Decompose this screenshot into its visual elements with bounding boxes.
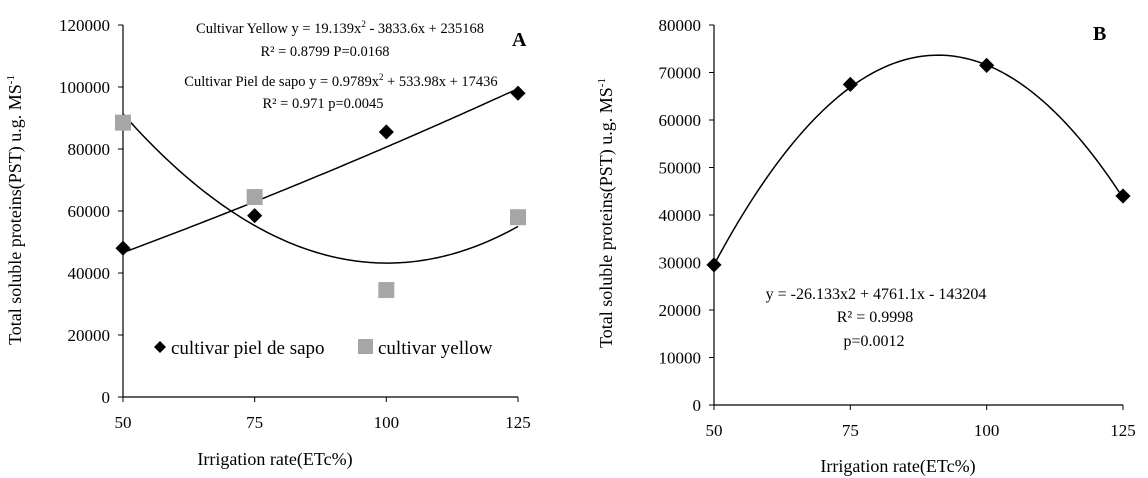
panel-a-x-axis-label: Irrigation rate(ETc%) <box>197 449 352 470</box>
y-tick-label: 60000 <box>659 111 702 130</box>
panel-a-piel-stats: R² = 0.971 p=0.0045 <box>263 96 384 112</box>
y-tick-label: 20000 <box>68 326 111 345</box>
panel-a: 0 20000 40000 60000 80000 100000 120000 50 75 10… <box>5 16 531 470</box>
panel-a-legend: cultivar piel de sapo cultivar yellow <box>154 338 493 359</box>
panel-b-equation: y = -26.133x2 + 4761.1x - 143204 <box>766 286 987 303</box>
x-tick-label: 75 <box>842 421 859 440</box>
y-tick-label: 10000 <box>659 349 702 368</box>
x-tick-label: 125 <box>505 413 531 432</box>
trendline-series-0 <box>713 54 1124 266</box>
y-tick-label: 80000 <box>68 140 111 159</box>
data-point-square <box>378 282 395 299</box>
data-point-square <box>115 114 131 131</box>
data-point-square <box>246 189 263 206</box>
data-point-diamond <box>378 124 394 140</box>
data-point-diamond <box>706 257 722 273</box>
trendline-series-1 <box>122 113 519 264</box>
y-tick-label: 100000 <box>59 78 110 97</box>
panel-b-p-value: p=0.0012 <box>843 333 904 350</box>
y-tick-label: 0 <box>102 388 111 407</box>
legend-label-yellow: cultivar yellow <box>378 338 493 359</box>
data-point-diamond <box>1115 188 1131 204</box>
data-point-diamond <box>842 76 858 92</box>
x-tick-label: 50 <box>115 413 132 432</box>
y-tick-label: 0 <box>693 396 702 415</box>
data-point-diamond <box>510 85 526 101</box>
data-point-diamond <box>115 240 131 256</box>
x-tick-label: 50 <box>706 421 723 440</box>
y-tick-label: 40000 <box>659 206 702 225</box>
panel-b-x-axis-label: Irrigation rate(ETc%) <box>820 456 975 477</box>
data-point-square <box>510 209 526 226</box>
data-point-diamond <box>247 208 263 224</box>
panel-b-y-axis-label: Total soluble proteins(PST) u.g. MS-1 <box>596 78 617 348</box>
panel-a-yellow-equation: Cultivar Yellow y = 19.139x2 - 3833.6x +… <box>196 19 484 37</box>
y-tick-label: 30000 <box>659 254 702 273</box>
panel-b: 0 10000 20000 30000 40000 50000 60000 70000 8000… <box>596 16 1136 477</box>
legend-diamond-marker <box>154 341 166 353</box>
y-tick-label: 40000 <box>68 264 111 283</box>
panel-a-letter: A <box>512 29 527 51</box>
data-point-diamond <box>979 57 995 73</box>
trendline-series-0 <box>122 87 519 254</box>
panel-b-letter: B <box>1093 23 1106 45</box>
legend-label-piel-de-sapo: cultivar piel de sapo <box>171 338 325 359</box>
x-tick-label: 100 <box>374 413 400 432</box>
x-tick-label: 75 <box>246 413 263 432</box>
y-tick-label: 50000 <box>659 159 702 178</box>
y-tick-label: 70000 <box>659 64 702 83</box>
panel-a-y-axis-label: Total soluble proteins(PST) u.g. MS-1 <box>5 75 26 345</box>
legend-square-marker <box>358 339 373 354</box>
y-tick-label: 120000 <box>59 16 110 35</box>
x-tick-label: 125 <box>1110 421 1136 440</box>
panel-a-yellow-stats: R² = 0.8799 P=0.0168 <box>260 44 389 60</box>
y-tick-label: 20000 <box>659 301 702 320</box>
x-tick-label: 100 <box>974 421 1000 440</box>
y-tick-label: 80000 <box>659 16 702 35</box>
panel-a-piel-equation: Cultivar Piel de sapo y = 0.9789x2 + 533… <box>184 72 497 90</box>
y-tick-label: 60000 <box>68 202 111 221</box>
panel-b-r2: R² = 0.9998 <box>837 309 914 326</box>
